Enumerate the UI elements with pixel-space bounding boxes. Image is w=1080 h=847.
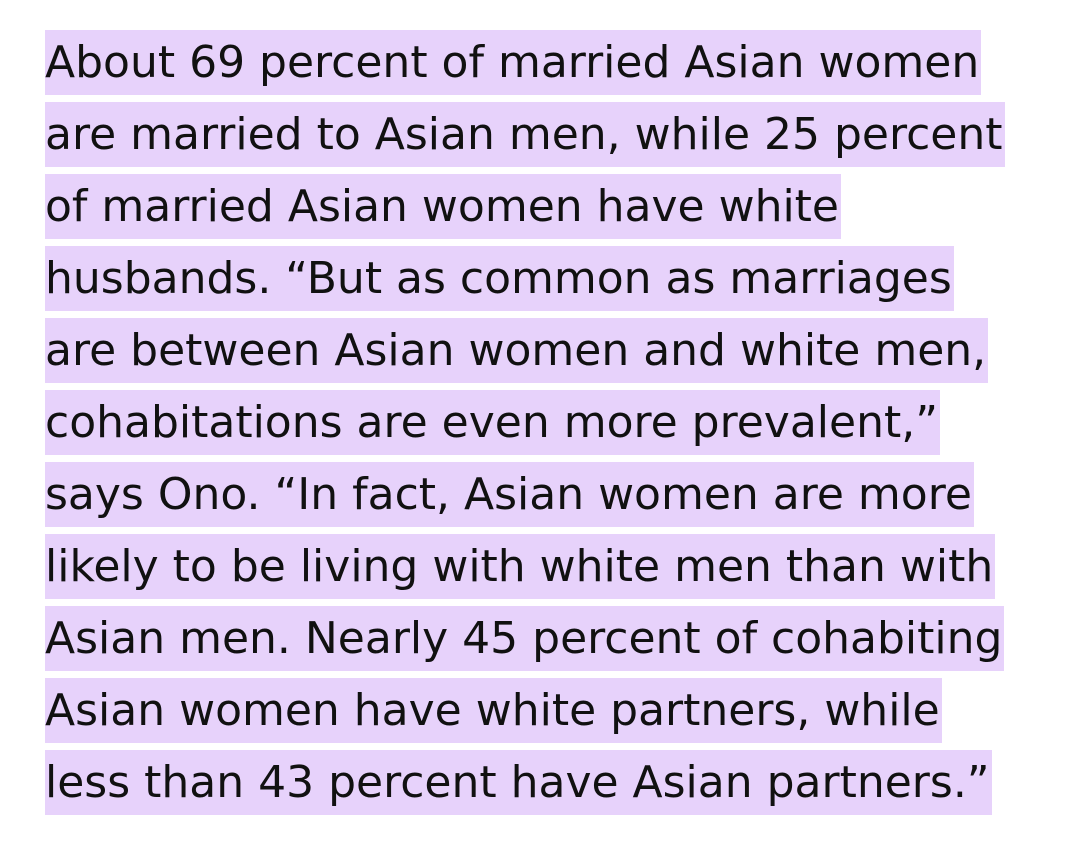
highlighted-text[interactable]: husbands. “But as common as marriages bbox=[45, 246, 954, 311]
passage-line: less than 43 percent have Asian partners… bbox=[45, 750, 1045, 822]
passage-line: cohabitations are even more prevalent,” bbox=[45, 390, 1045, 462]
passage-line: Asian men. Nearly 45 percent of cohabiti… bbox=[45, 606, 1045, 678]
highlighted-text[interactable]: says Ono. “In fact, Asian women are more bbox=[45, 462, 974, 527]
passage-line: husbands. “But as common as marriages bbox=[45, 246, 1045, 318]
passage-line: are married to Asian men, while 25 perce… bbox=[45, 102, 1045, 174]
highlighted-text[interactable]: are between Asian women and white men, bbox=[45, 318, 989, 383]
highlighted-text[interactable]: likely to be living with white men than … bbox=[45, 534, 996, 599]
highlighted-text[interactable]: About 69 percent of married Asian women bbox=[45, 30, 982, 95]
passage-line: Asian women have white partners, while bbox=[45, 678, 1045, 750]
passage-line: About 69 percent of married Asian women bbox=[45, 30, 1045, 102]
passage-line: of married Asian women have white bbox=[45, 174, 1045, 246]
highlighted-text[interactable]: Asian women have white partners, while bbox=[45, 678, 942, 743]
highlighted-text[interactable]: Asian men. Nearly 45 percent of cohabiti… bbox=[45, 606, 1005, 671]
passage-line: says Ono. “In fact, Asian women are more bbox=[45, 462, 1045, 534]
passage-line: likely to be living with white men than … bbox=[45, 534, 1045, 606]
passage-line: are between Asian women and white men, bbox=[45, 318, 1045, 390]
highlighted-text[interactable]: of married Asian women have white bbox=[45, 174, 841, 239]
highlighted-text[interactable]: less than 43 percent have Asian partners… bbox=[45, 750, 992, 815]
highlighted-text[interactable]: cohabitations are even more prevalent,” bbox=[45, 390, 941, 455]
highlighted-text[interactable]: are married to Asian men, while 25 perce… bbox=[45, 102, 1005, 167]
highlighted-passage[interactable]: About 69 percent of married Asian women … bbox=[45, 30, 1045, 822]
